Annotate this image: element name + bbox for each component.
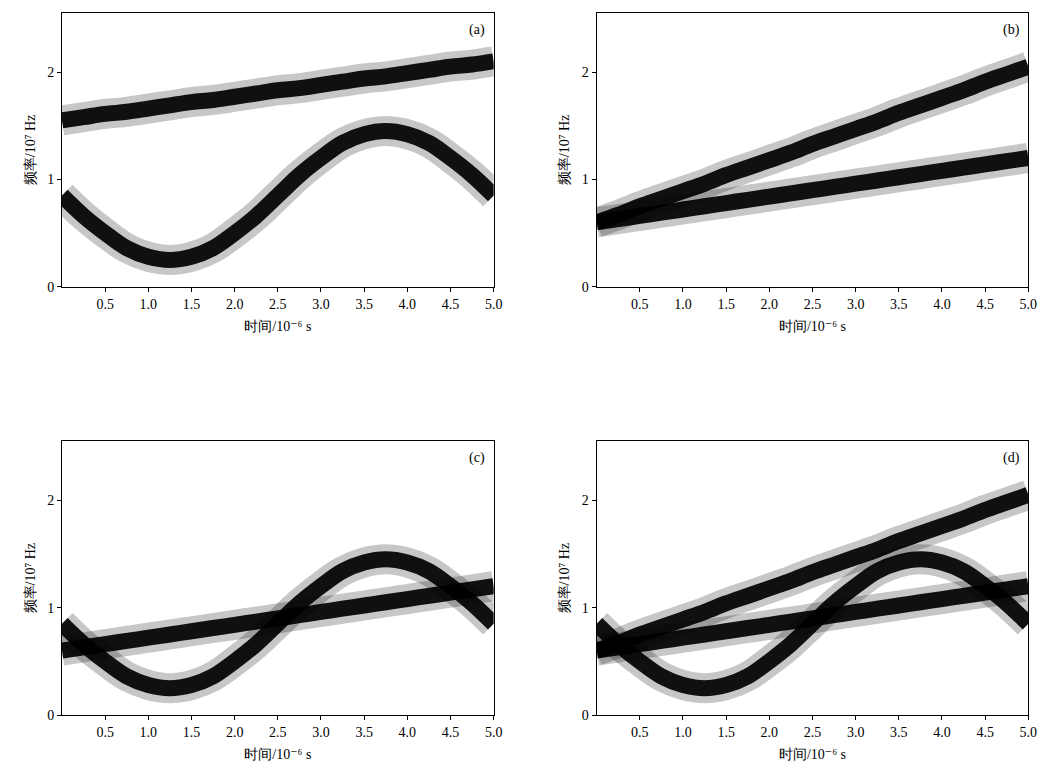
svg-text:时间/10⁻⁶ s: 时间/10⁻⁶ s <box>779 747 846 762</box>
svg-text:2.0: 2.0 <box>761 297 779 312</box>
svg-text:3.5: 3.5 <box>355 725 373 740</box>
svg-text:时间/10⁻⁶ s: 时间/10⁻⁶ s <box>244 319 311 334</box>
svg-text:4.0: 4.0 <box>933 725 951 740</box>
svg-text:2.5: 2.5 <box>804 297 822 312</box>
svg-text:0.5: 0.5 <box>96 725 114 740</box>
svg-text:1.5: 1.5 <box>717 297 735 312</box>
svg-text:3.0: 3.0 <box>847 725 865 740</box>
svg-text:0.5: 0.5 <box>631 297 649 312</box>
svg-text:4.0: 4.0 <box>933 297 951 312</box>
svg-text:时间/10⁻⁶ s: 时间/10⁻⁶ s <box>244 747 311 762</box>
svg-text:3.0: 3.0 <box>312 725 330 740</box>
svg-text:1.0: 1.0 <box>140 725 158 740</box>
svg-text:0: 0 <box>582 280 589 295</box>
svg-text:0: 0 <box>582 708 589 723</box>
svg-text:(d): (d) <box>1003 450 1020 466</box>
svg-text:0: 0 <box>47 280 54 295</box>
svg-text:1.5: 1.5 <box>183 725 201 740</box>
svg-text:1: 1 <box>47 172 54 187</box>
svg-text:2.0: 2.0 <box>226 725 244 740</box>
svg-text:3.0: 3.0 <box>312 297 330 312</box>
svg-text:4.5: 4.5 <box>442 297 460 312</box>
svg-text:4.5: 4.5 <box>976 725 994 740</box>
svg-text:2.5: 2.5 <box>804 725 822 740</box>
svg-text:1.0: 1.0 <box>140 297 158 312</box>
svg-text:1.5: 1.5 <box>717 725 735 740</box>
svg-text:时间/10⁻⁶ s: 时间/10⁻⁶ s <box>779 319 846 334</box>
svg-text:2: 2 <box>47 493 54 508</box>
svg-text:2.5: 2.5 <box>269 297 287 312</box>
svg-text:4.0: 4.0 <box>399 725 417 740</box>
svg-text:1.5: 1.5 <box>183 297 201 312</box>
svg-text:2: 2 <box>47 65 54 80</box>
svg-text:2: 2 <box>582 493 589 508</box>
svg-text:频率/10⁷ Hz: 频率/10⁷ Hz <box>23 543 38 614</box>
svg-text:频率/10⁷ Hz: 频率/10⁷ Hz <box>557 543 572 614</box>
svg-text:(b): (b) <box>1003 22 1020 38</box>
svg-text:4.5: 4.5 <box>442 725 460 740</box>
svg-text:1.0: 1.0 <box>674 297 692 312</box>
svg-text:2.0: 2.0 <box>226 297 244 312</box>
svg-text:1.0: 1.0 <box>674 725 692 740</box>
svg-text:4.0: 4.0 <box>399 297 417 312</box>
svg-text:3.5: 3.5 <box>890 725 908 740</box>
svg-text:0.5: 0.5 <box>631 725 649 740</box>
svg-text:5.0: 5.0 <box>485 725 503 740</box>
svg-text:4.5: 4.5 <box>976 297 994 312</box>
svg-text:3.0: 3.0 <box>847 297 865 312</box>
svg-text:0.5: 0.5 <box>96 297 114 312</box>
svg-text:频率/10⁷ Hz: 频率/10⁷ Hz <box>23 115 38 186</box>
svg-text:5.0: 5.0 <box>485 297 503 312</box>
svg-text:(c): (c) <box>469 450 485 466</box>
svg-text:1: 1 <box>582 601 589 616</box>
svg-text:5.0: 5.0 <box>1020 725 1038 740</box>
svg-text:(a): (a) <box>469 22 485 38</box>
svg-text:1: 1 <box>582 172 589 187</box>
svg-text:2: 2 <box>582 65 589 80</box>
svg-text:频率/10⁷ Hz: 频率/10⁷ Hz <box>557 115 572 186</box>
svg-text:2.5: 2.5 <box>269 725 287 740</box>
svg-text:5.0: 5.0 <box>1020 297 1038 312</box>
svg-text:1: 1 <box>47 601 54 616</box>
svg-text:2.0: 2.0 <box>761 725 779 740</box>
svg-text:3.5: 3.5 <box>890 297 908 312</box>
svg-text:3.5: 3.5 <box>355 297 373 312</box>
svg-text:0: 0 <box>47 708 54 723</box>
